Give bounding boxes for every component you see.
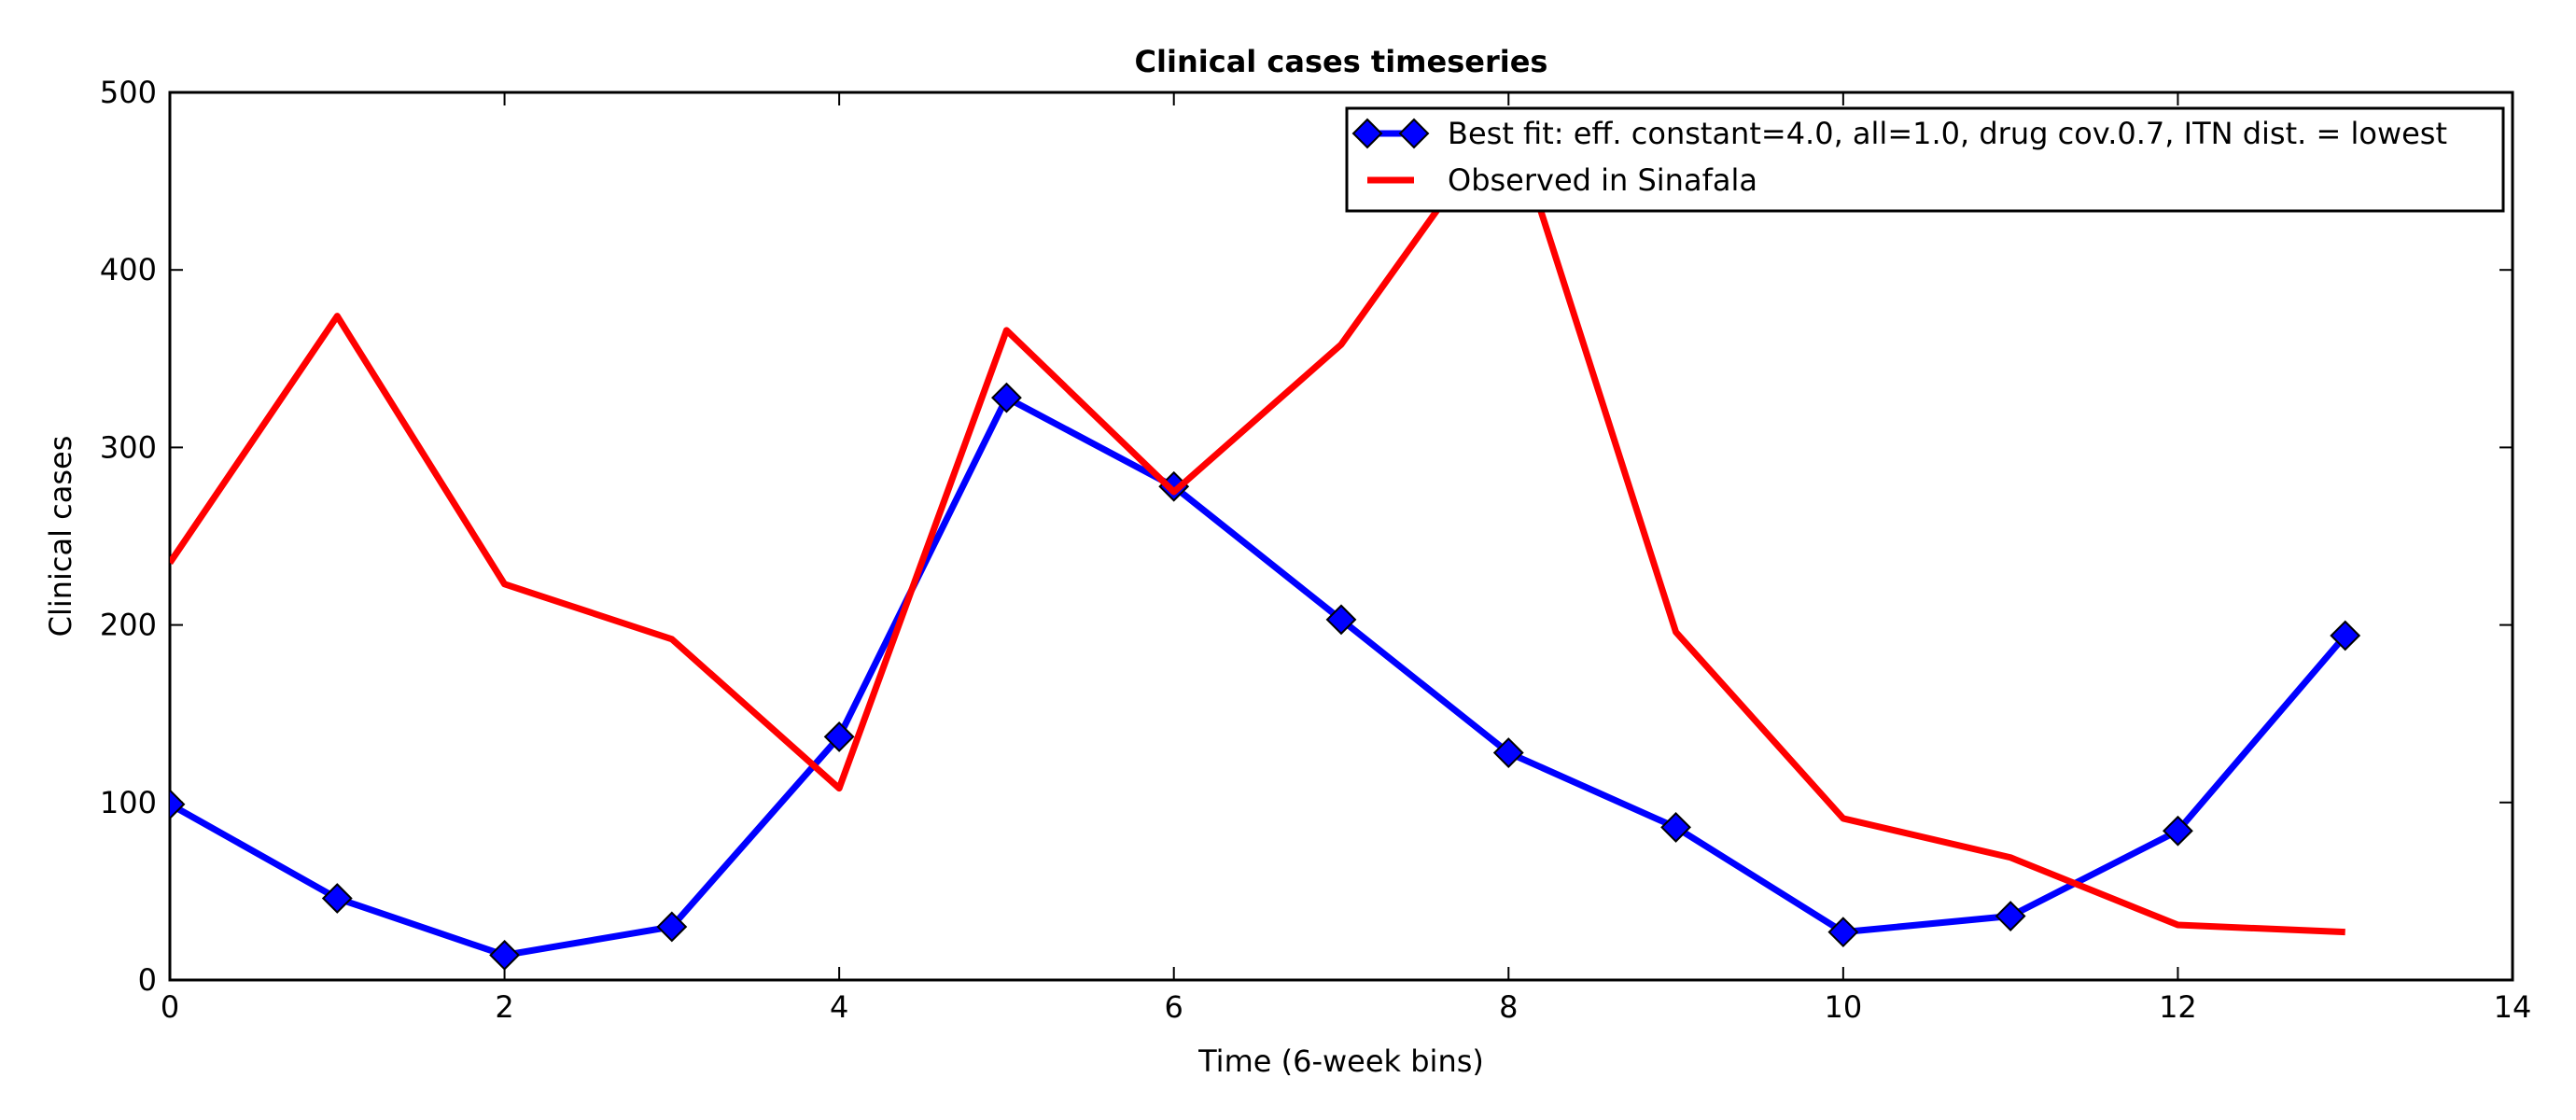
data-point: [991, 382, 1022, 413]
data-point: [2330, 620, 2361, 651]
x-tick-label: 2: [495, 989, 513, 1025]
y-tick-label: 400: [100, 252, 157, 287]
legend-label: Best fit: eff. constant=4.0, all=1.0, dr…: [1448, 116, 2447, 151]
data-point: [1325, 604, 1357, 636]
data-point: [1827, 917, 1859, 948]
x-tick-label: 4: [830, 989, 848, 1025]
y-tick-label: 200: [100, 608, 157, 643]
y-axis-label: Clinical cases: [43, 436, 78, 637]
x-tick-label: 8: [1499, 989, 1518, 1025]
chart-title: Clinical cases timeseries: [1135, 44, 1548, 79]
x-axis-label: Time (6-week bins): [1197, 1043, 1484, 1079]
plot-frame: [168, 91, 2514, 982]
legend-marker: [1351, 118, 1383, 149]
plot-area: [168, 91, 2514, 982]
x-axis: 0 2 4 6 8 10 12 14: [161, 92, 2532, 1025]
legend-marker: [1398, 118, 1430, 149]
data-point: [1492, 737, 1524, 768]
legend-label: Observed in Sinafala: [1448, 162, 1757, 198]
x-tick-label: 0: [161, 989, 179, 1025]
x-tick-label: 12: [2159, 989, 2197, 1025]
data-point: [1995, 901, 2026, 931]
x-tick-label: 14: [2494, 989, 2532, 1025]
data-point: [656, 911, 688, 943]
y-tick-label: 100: [100, 785, 157, 820]
data-point: [170, 789, 186, 820]
series-layer: [170, 106, 2361, 971]
data-point: [823, 721, 855, 752]
x-tick-label: 10: [1824, 989, 1862, 1025]
legend-box: [1345, 106, 2505, 213]
data-point: [321, 883, 353, 914]
data-point: [489, 939, 520, 971]
y-tick-label: 300: [100, 429, 157, 465]
legend: Best fit: eff. constant=4.0, all=1.0, dr…: [1345, 106, 2505, 213]
y-tick-label: 500: [100, 75, 157, 110]
y-axis: 0 100 200 300 400 500: [100, 75, 2513, 998]
data-point: [2163, 815, 2193, 847]
series-line-0: [170, 394, 2348, 959]
y-tick-label: 0: [138, 962, 157, 998]
x-tick-label: 6: [1165, 989, 1183, 1025]
series-line-1: [170, 106, 2345, 936]
data-point: [1660, 812, 1691, 843]
